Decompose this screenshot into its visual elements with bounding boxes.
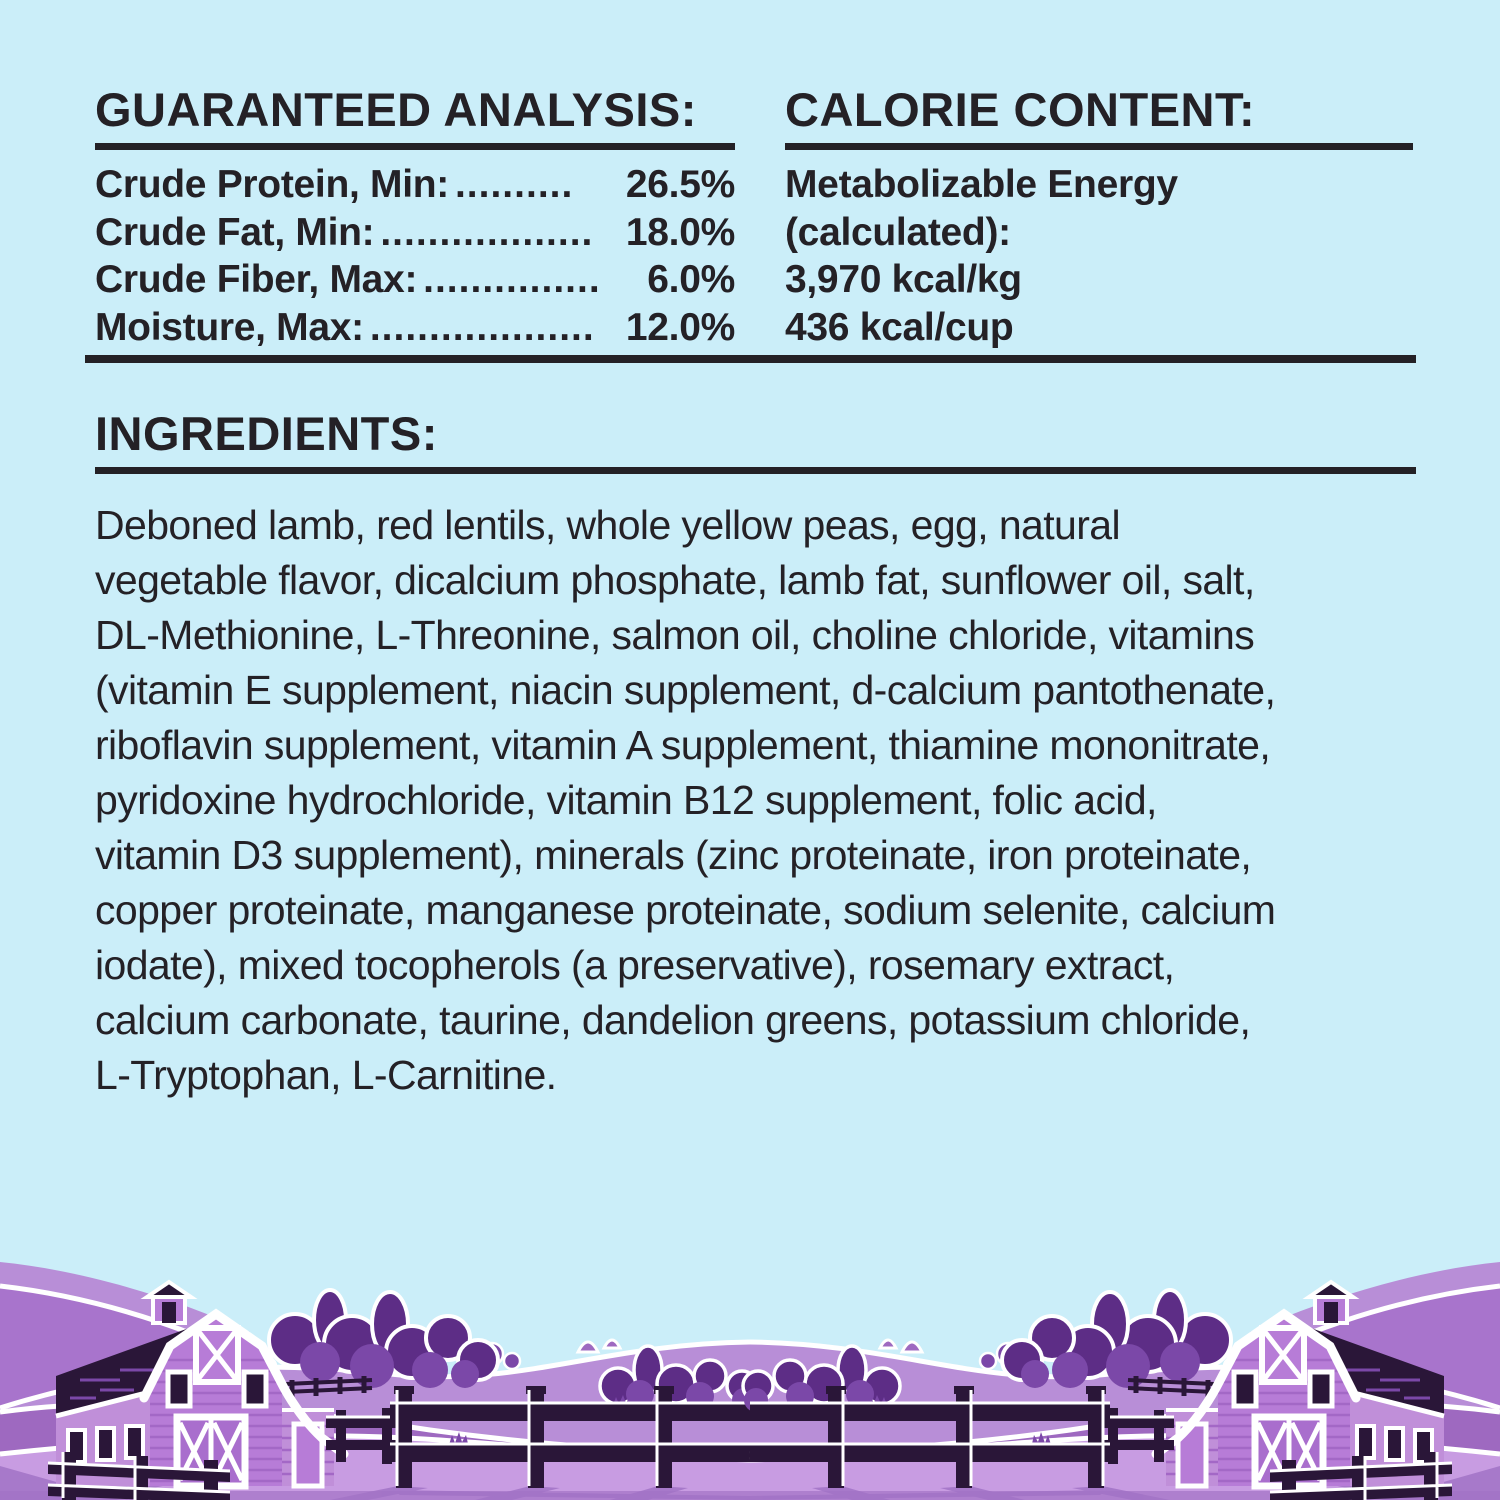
- ingredients-line: riboflavin supplement, vitamin A supplem…: [95, 722, 1271, 768]
- analysis-row-moisture: Moisture, Max: ................... 12.0%: [95, 304, 735, 352]
- ingredients-line: vitamin D3 supplement), minerals (zinc p…: [95, 832, 1252, 878]
- section-divider-rule: [85, 355, 1416, 363]
- guaranteed-analysis-section: GUARANTEED ANALYSIS: Crude Protein, Min:…: [95, 86, 735, 351]
- farm-scene-left-half: [0, 1262, 757, 1500]
- farm-illustration-image: [0, 1240, 1500, 1500]
- calorie-content-section: CALORIE CONTENT: Metabolizable Energy (c…: [785, 86, 1413, 351]
- ingredients-paragraph: Deboned lamb, red lentils, whole yellow …: [95, 498, 1416, 1103]
- leader-dots: ..................: [380, 210, 594, 254]
- calorie-content-body: Metabolizable Energy (calculated): 3,970…: [785, 161, 1413, 351]
- ingredients-line: L-Tryptophan, L-Carnitine.: [95, 1052, 557, 1098]
- ingredients-line: Deboned lamb, red lentils, whole yellow …: [95, 502, 1121, 548]
- calorie-line: (calculated):: [785, 210, 1011, 254]
- analysis-row-crude-fat: Crude Fat, Min: .................. 18.0%: [95, 209, 735, 257]
- guaranteed-analysis-heading: GUARANTEED ANALYSIS:: [95, 86, 735, 150]
- ingredients-section: INGREDIENTS: Deboned lamb, red lentils, …: [95, 410, 1416, 1103]
- analysis-value: 26.5%: [625, 163, 735, 206]
- analysis-value: 18.0%: [625, 210, 735, 254]
- calorie-line: Metabolizable Energy: [785, 163, 1178, 206]
- leader-dots: ..........: [454, 163, 574, 206]
- ingredients-line: copper proteinate, manganese proteinate,…: [95, 887, 1276, 933]
- ingredients-line: iodate), mixed tocopherols (a preservati…: [95, 942, 1175, 988]
- guaranteed-analysis-table: Crude Protein, Min: .......... 26.5% Cru…: [95, 161, 735, 351]
- leader-dots: ...............: [423, 258, 601, 301]
- analysis-row-crude-protein: Crude Protein, Min: .......... 26.5%: [95, 161, 735, 209]
- analysis-label: Moisture, Max:: [95, 305, 364, 349]
- analysis-value: 6.0%: [647, 258, 735, 301]
- analysis-label: Crude Protein, Min:: [95, 163, 449, 206]
- calorie-line: 436 kcal/cup: [785, 305, 1014, 349]
- calorie-content-heading: CALORIE CONTENT:: [785, 86, 1413, 150]
- ingredients-line: pyridoxine hydrochloride, vitamin B12 su…: [95, 777, 1157, 823]
- ingredients-line: (vitamin E supplement, niacin supplement…: [95, 667, 1276, 713]
- analysis-label: Crude Fiber, Max:: [95, 258, 418, 301]
- analysis-row-crude-fiber: Crude Fiber, Max: ............... 6.0%: [95, 256, 735, 304]
- ingredients-line: calcium carbonate, taurine, dandelion gr…: [95, 997, 1251, 1043]
- farm-scene-right-half: [743, 1262, 1500, 1500]
- leader-dots: ...................: [369, 305, 595, 349]
- ingredients-line: vegetable flavor, dicalcium phosphate, l…: [95, 557, 1255, 603]
- calorie-line: 3,970 kcal/kg: [785, 258, 1022, 301]
- ingredients-heading: INGREDIENTS:: [95, 410, 1416, 474]
- analysis-label: Crude Fat, Min:: [95, 210, 375, 254]
- analysis-value: 12.0%: [625, 305, 735, 349]
- ingredients-line: DL-Methionine, L-Threonine, salmon oil, …: [95, 612, 1255, 658]
